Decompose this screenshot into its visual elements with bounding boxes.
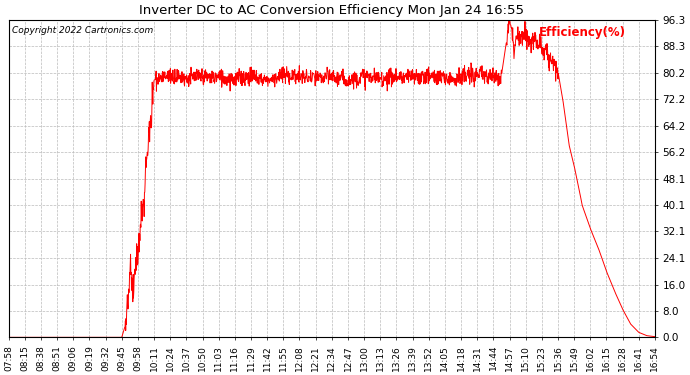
- Title: Inverter DC to AC Conversion Efficiency Mon Jan 24 16:55: Inverter DC to AC Conversion Efficiency …: [139, 4, 524, 17]
- Text: Efficiency(%): Efficiency(%): [539, 26, 626, 39]
- Text: Copyright 2022 Cartronics.com: Copyright 2022 Cartronics.com: [12, 26, 153, 35]
